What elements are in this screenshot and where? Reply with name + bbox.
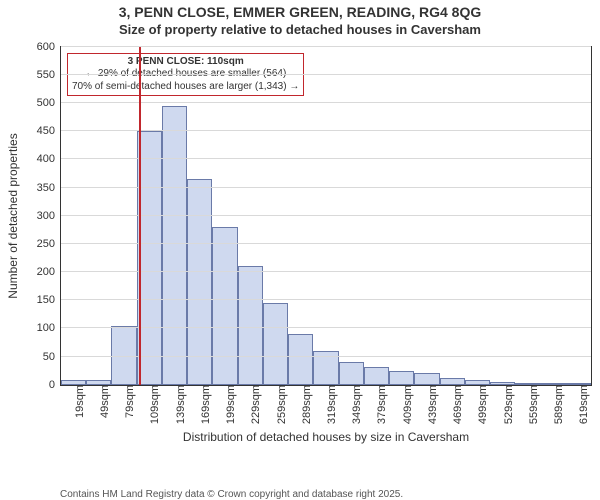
y-tick-label: 0: [49, 379, 61, 391]
chart-title-line2: Size of property relative to detached ho…: [0, 22, 600, 38]
x-tick-label: 439sqm: [423, 385, 439, 424]
x-tick-label: 379sqm: [372, 385, 388, 424]
histogram-bar: [389, 371, 414, 385]
chart-title-line1: 3, PENN CLOSE, EMMER GREEN, READING, RG4…: [0, 4, 600, 22]
x-tick-label: 79sqm: [120, 385, 136, 418]
x-tick-label: 499sqm: [473, 385, 489, 424]
footer-line1: Contains HM Land Registry data © Crown c…: [60, 488, 600, 500]
x-tick-label: 169sqm: [196, 385, 212, 424]
y-tick-label: 200: [37, 266, 61, 278]
x-tick-label: 409sqm: [398, 385, 414, 424]
x-tick-label: 109sqm: [145, 385, 161, 424]
y-tick-label: 550: [37, 69, 61, 81]
y-tick-label: 500: [37, 97, 61, 109]
marker-line: [139, 47, 141, 385]
x-tick-label: 469sqm: [448, 385, 464, 424]
chart-area: Number of detached properties 3 PENN CLO…: [60, 38, 592, 438]
plot-region: Number of detached properties 3 PENN CLO…: [60, 46, 592, 386]
x-tick-label: 49sqm: [95, 385, 111, 418]
y-axis-title: Number of detached properties: [6, 133, 20, 298]
histogram-bar: [187, 179, 212, 385]
x-tick-label: 619sqm: [574, 385, 590, 424]
histogram-bar: [212, 227, 237, 385]
x-tick-label: 559sqm: [524, 385, 540, 424]
x-tick-label: 529sqm: [499, 385, 515, 424]
y-tick-label: 150: [37, 294, 61, 306]
x-axis-title: Distribution of detached houses by size …: [60, 430, 592, 444]
x-tick-label: 229sqm: [246, 385, 262, 424]
y-tick-label: 600: [37, 41, 61, 53]
y-tick-label: 400: [37, 153, 61, 165]
x-tick-label: 259sqm: [272, 385, 288, 424]
y-tick-label: 300: [37, 210, 61, 222]
y-tick-label: 100: [37, 322, 61, 334]
histogram-bar: [263, 303, 288, 385]
x-tick-label: 199sqm: [221, 385, 237, 424]
histogram-bar: [288, 334, 313, 385]
x-tick-label: 589sqm: [549, 385, 565, 424]
x-tick-label: 19sqm: [70, 385, 86, 418]
y-tick-label: 250: [37, 238, 61, 250]
x-tick-label: 319sqm: [322, 385, 338, 424]
y-tick-label: 350: [37, 182, 61, 194]
histogram-bar: [238, 266, 263, 384]
annotation-title: 3 PENN CLOSE: 110sqm: [128, 56, 244, 67]
y-tick-label: 50: [43, 351, 61, 363]
x-tick-label: 349sqm: [347, 385, 363, 424]
histogram-bar: [364, 367, 389, 385]
attribution-footer: Contains HM Land Registry data © Crown c…: [60, 438, 600, 500]
x-tick-label: 139sqm: [171, 385, 187, 424]
chart-title-block: 3, PENN CLOSE, EMMER GREEN, READING, RG4…: [0, 0, 600, 38]
annotation-line2: 70% of semi-detached houses are larger (…: [72, 81, 299, 92]
x-tick-label: 289sqm: [297, 385, 313, 424]
y-tick-label: 450: [37, 125, 61, 137]
histogram-bar: [162, 106, 187, 385]
histogram-bar: [339, 362, 364, 385]
